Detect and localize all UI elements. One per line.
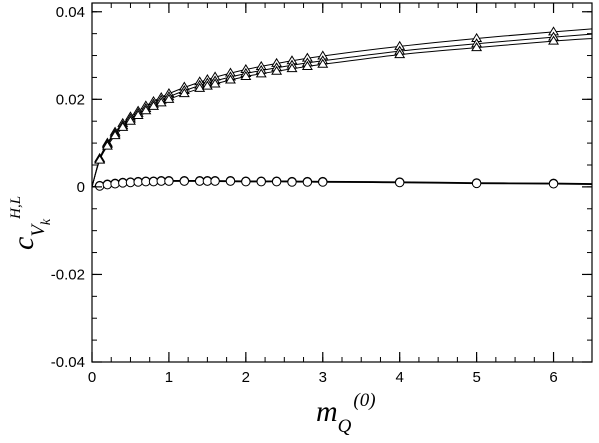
- triangle-marker: [255, 68, 267, 78]
- circle-marker: [164, 176, 174, 186]
- series-layer: [91, 26, 593, 191]
- x-axis-label-main: m: [316, 395, 338, 428]
- circle-marker: [118, 178, 128, 188]
- triangle-marker: [471, 42, 483, 52]
- y-tick-label: 0.02: [56, 91, 85, 108]
- circle-marker: [102, 179, 113, 190]
- triangle-marker: [201, 80, 213, 90]
- circle-marker: [125, 177, 136, 188]
- circle-marker: [225, 176, 236, 186]
- triangle-marker: [155, 97, 167, 107]
- triangle-marker: [117, 121, 129, 131]
- y-tick-label: 0.04: [56, 4, 85, 21]
- fit-curve: [91, 37, 593, 188]
- circle-marker: [271, 176, 282, 187]
- series-3: [91, 35, 593, 188]
- x-tick-label: 6: [549, 369, 557, 386]
- fit-curve: [91, 33, 593, 188]
- x-axis-label: mQ(0): [316, 390, 376, 437]
- y-tick-label: -0.04: [51, 354, 85, 371]
- x-tick-label: 0: [88, 369, 96, 386]
- circle-marker: [548, 179, 559, 189]
- triangle-marker: [109, 130, 121, 140]
- circle-marker: [194, 176, 205, 186]
- triangle-marker: [132, 109, 144, 120]
- circle-marker: [148, 176, 159, 187]
- y-axis-label-superscript: H,L: [8, 196, 24, 220]
- y-axis-label: cVk H,L: [7, 196, 54, 250]
- triangle-marker: [286, 63, 298, 73]
- triangle-marker: [394, 49, 406, 59]
- x-tick-label: 3: [319, 369, 327, 386]
- triangle-marker: [271, 65, 283, 75]
- x-tick-label: 5: [472, 369, 480, 386]
- axes-layer: 0 1 2 3 4 5 6 -0.04 -0.02 0 0.02 0.04: [51, 3, 593, 386]
- triangle-marker: [94, 154, 106, 164]
- fit-curve: [91, 28, 593, 188]
- y-tick-label: 0: [77, 179, 85, 196]
- circle-marker: [179, 176, 190, 186]
- circle-marker: [256, 176, 266, 187]
- triangle-marker: [163, 93, 175, 103]
- plot-frame: [91, 2, 593, 363]
- x-tick-label: 1: [165, 369, 173, 386]
- circle-marker: [202, 176, 213, 186]
- circle-marker: [210, 176, 220, 186]
- circle-marker: [133, 177, 143, 187]
- triangle-marker: [317, 58, 329, 68]
- y-axis-label-subscript: V: [28, 223, 49, 237]
- triangle-marker: [148, 100, 160, 110]
- triangle-marker: [301, 60, 313, 70]
- circle-marker: [156, 176, 166, 186]
- circle-marker: [302, 177, 313, 187]
- y-axis-label-main: c: [7, 237, 40, 250]
- triangle-marker: [224, 74, 236, 84]
- circle-marker: [394, 177, 405, 188]
- triangle-marker: [240, 70, 252, 81]
- circle-marker: [110, 179, 120, 189]
- x-axis-label-subscript: Q: [338, 416, 352, 437]
- triangle-marker: [124, 115, 136, 125]
- x-tick-label: 2: [242, 369, 250, 386]
- x-tick-label: 4: [396, 369, 404, 386]
- circle-marker: [141, 176, 151, 187]
- y-axis-label-subsubscript: k: [39, 218, 54, 225]
- triangle-marker: [209, 78, 221, 88]
- circle-marker: [94, 181, 105, 191]
- triangle-marker: [101, 140, 113, 150]
- series-2: [91, 31, 593, 188]
- circle-marker: [241, 176, 251, 187]
- triangle-marker: [548, 35, 560, 45]
- triangle-marker: [140, 105, 152, 115]
- x-axis-label-superscript: (0): [353, 390, 375, 411]
- circle-marker: [318, 177, 328, 187]
- y-tick-label: -0.02: [51, 266, 85, 283]
- series-1: [91, 26, 593, 188]
- triangle-marker: [178, 88, 190, 98]
- triangle-marker: [194, 82, 206, 92]
- series-5: [91, 176, 593, 191]
- circle-marker: [287, 177, 297, 187]
- circle-marker: [471, 178, 482, 189]
